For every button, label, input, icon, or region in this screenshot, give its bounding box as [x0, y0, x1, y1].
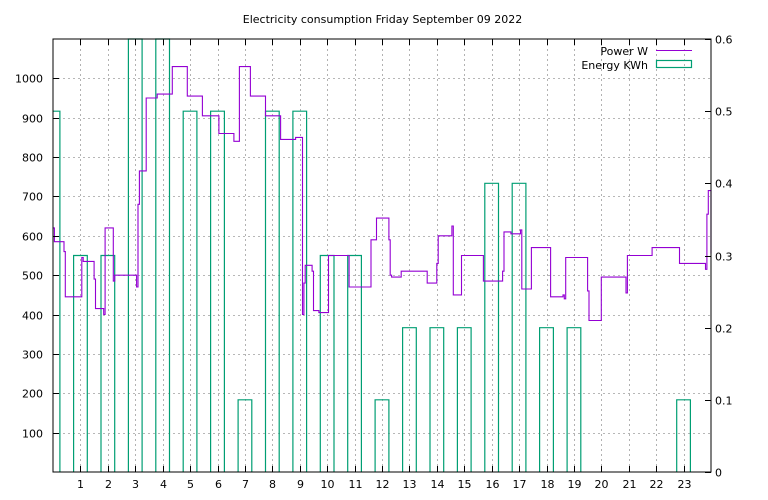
grid — [53, 39, 711, 472]
energy-bar — [676, 399, 691, 472]
energy-bar — [319, 254, 335, 472]
y-tick-label: 800 — [22, 152, 43, 165]
energy-bar — [374, 399, 390, 472]
x-tick-label: 12 — [376, 478, 390, 491]
energy-bar — [210, 110, 225, 472]
legend-energy-label: Energy KWh — [581, 59, 648, 72]
energy-bar — [237, 399, 253, 472]
energy-bar — [456, 327, 472, 472]
y-tick-label: 300 — [22, 349, 43, 362]
y2-tick-label: 0.4 — [715, 178, 733, 191]
chart-title: Electricity consumption Friday September… — [243, 13, 522, 26]
x-tick-label: 8 — [269, 478, 276, 491]
x-tick-label: 22 — [650, 478, 664, 491]
x-tick-label: 16 — [486, 478, 500, 491]
x-tick-label: 4 — [160, 478, 167, 491]
y2-tick-label: 0.5 — [715, 106, 733, 119]
energy-bar — [511, 182, 527, 472]
energy-bar — [264, 110, 280, 472]
energy-bar — [402, 327, 417, 472]
x-tick-label: 15 — [458, 478, 472, 491]
x-tick-label: 14 — [431, 478, 445, 491]
energy-bar — [429, 327, 445, 472]
x-tick-label: 1 — [77, 478, 84, 491]
energy-bar — [53, 110, 61, 472]
x-tick-label: 7 — [242, 478, 249, 491]
legend-power-label: Power W — [600, 45, 648, 58]
y2-tick-label: 0.1 — [715, 395, 733, 408]
x-tick-label: 13 — [403, 478, 417, 491]
y-tick-label: 900 — [22, 113, 43, 126]
energy-bar — [100, 254, 116, 472]
y-tick-label: 500 — [22, 270, 43, 283]
y2-tick-label: 0 — [715, 467, 722, 480]
x-tick-label: 2 — [105, 478, 112, 491]
energy-bar — [347, 254, 362, 472]
energy-bar — [566, 327, 582, 472]
energy-bar — [73, 254, 88, 472]
plot-frame — [52, 38, 712, 473]
energy-bar — [155, 38, 171, 472]
x-tick-label: 21 — [623, 478, 637, 491]
x-tick-label: 6 — [215, 478, 222, 491]
axis-ticks: 1 2 3 4 5 6 7 8 9 10 11 12 13 14 15 16 17 18 19 20 21 22 23100… — [15, 34, 733, 492]
y-tick-label: 700 — [22, 191, 43, 204]
y-tick-label: 200 — [22, 388, 43, 401]
x-tick-label: 3 — [132, 478, 139, 491]
x-tick-label: 18 — [541, 478, 555, 491]
y-tick-label: 600 — [22, 231, 43, 244]
energy-bar — [539, 327, 554, 472]
y-tick-label: 1000 — [15, 73, 43, 86]
x-tick-label: 9 — [297, 478, 304, 491]
x-tick-label: 19 — [568, 478, 582, 491]
legend: Power W Energy KWh — [581, 45, 693, 72]
legend-energy-swatch — [655, 59, 693, 69]
energy-bar — [292, 110, 308, 472]
y2-tick-label: 0.3 — [715, 251, 733, 264]
energy-bar — [182, 110, 198, 472]
energy-bar — [484, 182, 500, 472]
y-tick-label: 100 — [22, 428, 43, 441]
y2-tick-label: 0.2 — [715, 323, 733, 336]
power-line-layer — [53, 66, 712, 322]
x-tick-label: 11 — [349, 478, 363, 491]
energy-bars — [53, 38, 691, 472]
x-tick-label: 20 — [595, 478, 609, 491]
x-tick-label: 23 — [678, 478, 692, 491]
y-tick-label: 400 — [22, 310, 43, 323]
x-tick-label: 5 — [187, 478, 194, 491]
x-tick-label: 17 — [513, 478, 527, 491]
x-tick-label: 10 — [321, 478, 335, 491]
y2-tick-label: 0.6 — [715, 34, 733, 47]
power-line — [53, 66, 712, 322]
